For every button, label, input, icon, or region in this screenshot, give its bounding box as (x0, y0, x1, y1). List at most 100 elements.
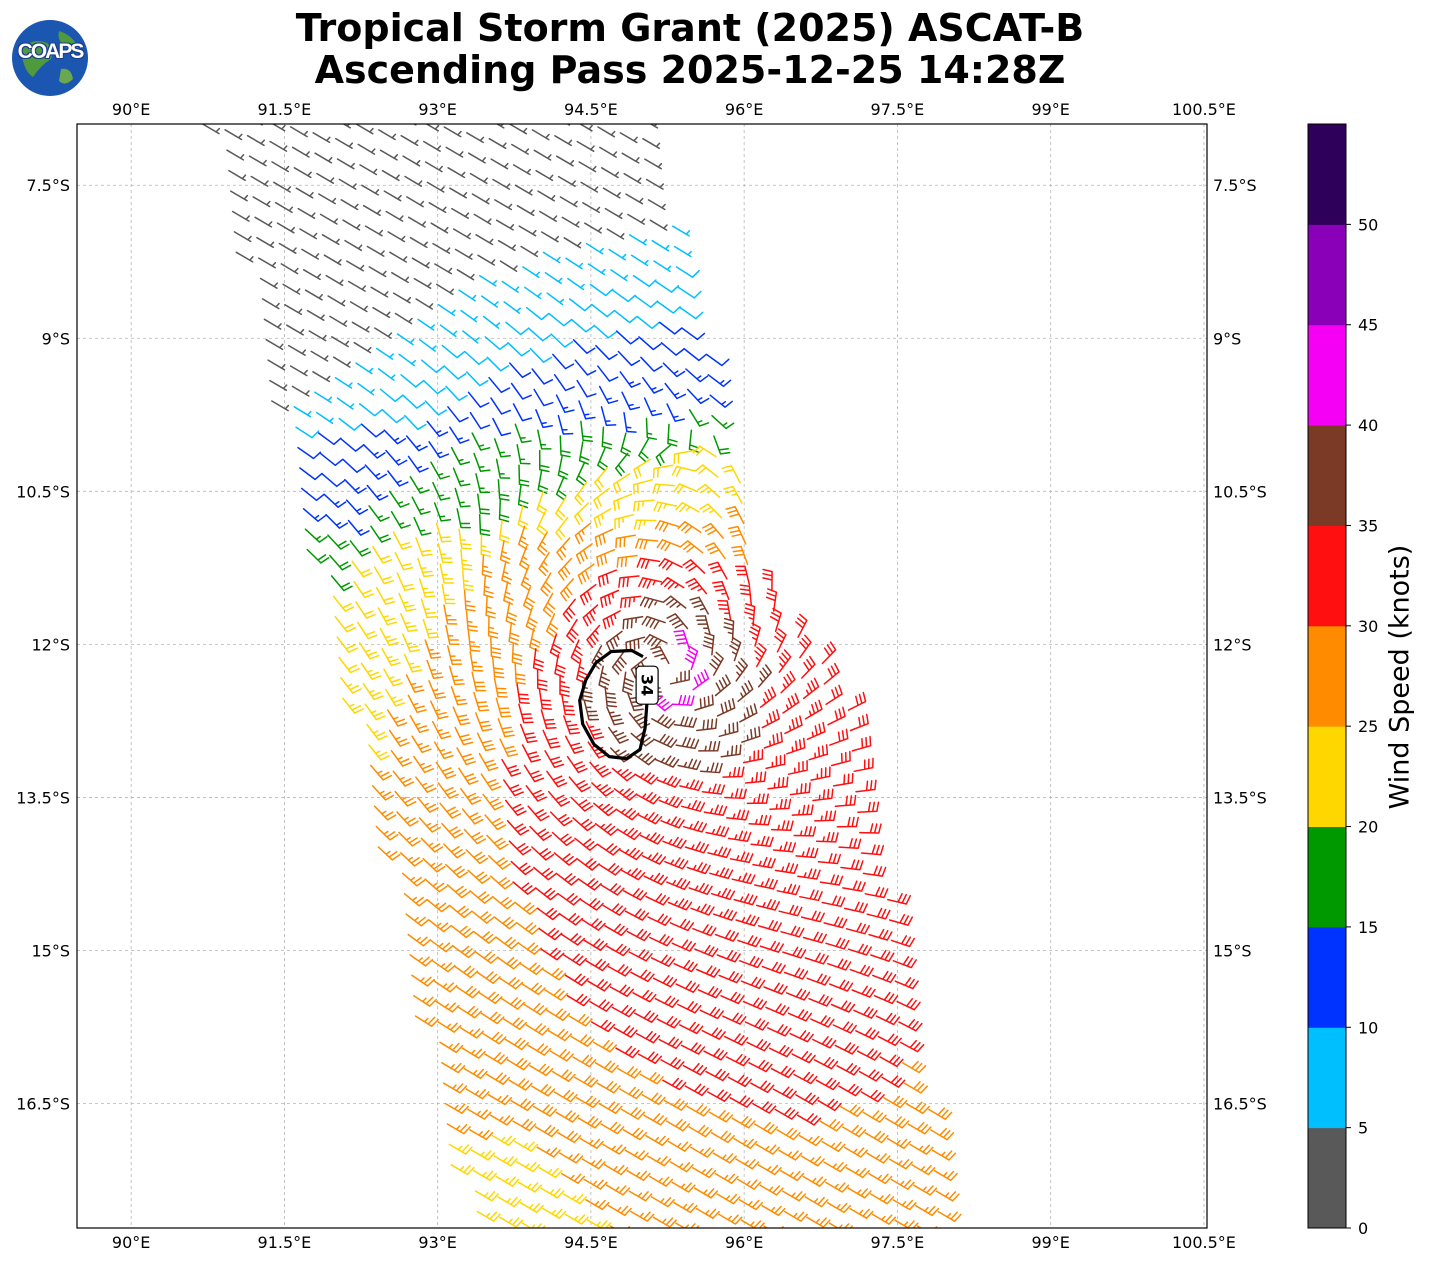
wind-barb (573, 502, 590, 525)
wind-barb (499, 540, 511, 564)
wind-barb (601, 426, 613, 450)
wind-barb (650, 645, 670, 665)
wind-barb (495, 124, 505, 129)
wind-barb (589, 283, 614, 297)
wind-barb (722, 1012, 747, 1025)
wind-barb (271, 124, 286, 132)
wind-barb (316, 172, 335, 184)
wind-barb (256, 236, 275, 249)
colorbar-tick-label: 40 (1358, 416, 1378, 435)
wind-barb (836, 1063, 861, 1076)
wind-barb (430, 461, 450, 480)
wind-barb (385, 688, 406, 707)
wind-barb (823, 916, 848, 929)
wind-barb (622, 1127, 647, 1141)
wind-barb (704, 542, 726, 560)
wind-barb (289, 126, 309, 138)
colorbar-tick-label: 50 (1358, 215, 1378, 234)
wind-barb (593, 324, 617, 339)
coaps-logo-text: COAPS (17, 40, 85, 63)
wind-barb (625, 193, 644, 205)
wind-barb (439, 563, 455, 584)
wind-barb (433, 741, 454, 760)
wind-barb (606, 943, 631, 957)
wind-barb (491, 656, 505, 679)
wind-barb (851, 985, 876, 998)
wind-barb (723, 485, 743, 504)
wind-barb (579, 898, 604, 911)
wind-barb (396, 572, 415, 592)
wind-barb (858, 1069, 884, 1082)
wind-barb (707, 846, 732, 859)
wind-barb (420, 359, 445, 374)
wind-barb (652, 483, 676, 495)
wind-barb (559, 435, 571, 458)
wind-barb (776, 883, 801, 896)
wind-barb (516, 204, 535, 217)
wind-barb (405, 674, 425, 693)
wind-barb (470, 1149, 496, 1161)
wind-barb (502, 1017, 527, 1030)
wind-barb (800, 910, 825, 923)
wind-barb (478, 991, 503, 1005)
wind-barb (565, 257, 584, 270)
wind-barb (327, 534, 350, 550)
wind-barb (372, 545, 393, 564)
gridlines (77, 124, 1207, 1228)
wind-barb (759, 686, 777, 708)
wind-barb (409, 715, 430, 734)
wind-barb (501, 997, 526, 1010)
wind-barb (416, 796, 439, 813)
wind-barb (599, 146, 618, 158)
wind-barb (486, 834, 509, 850)
wind-barb (444, 1102, 469, 1114)
wind-barb (888, 914, 914, 926)
wind-barb (789, 1030, 814, 1043)
wind-barb (536, 907, 561, 921)
wind-barb (394, 312, 413, 325)
wind-barb (632, 752, 657, 766)
wind-barb (381, 169, 400, 182)
wind-barb (580, 420, 594, 443)
wind-barb (478, 752, 499, 772)
wind-barb (301, 248, 320, 260)
wind-barb (634, 1010, 659, 1023)
wind-barb (338, 656, 360, 674)
wind-barb (454, 248, 473, 260)
wind-barb (467, 1108, 492, 1120)
wind-barb (675, 266, 700, 278)
wind-barb (426, 659, 444, 680)
wind-barb (679, 779, 704, 792)
wind-barb (791, 1050, 816, 1064)
wind-barb (507, 341, 531, 357)
wind-barb (683, 347, 707, 362)
wind-barb (422, 379, 446, 395)
wind-barb (843, 1146, 868, 1158)
wind-barb (471, 432, 491, 451)
wind-barb (542, 251, 561, 264)
wind-barb (622, 616, 644, 630)
wind-barb (793, 826, 817, 837)
wind-barb (598, 1101, 623, 1114)
x-tick-label-bottom: 96°E (725, 1233, 763, 1252)
wind-barb (890, 1178, 915, 1190)
wind-barb (879, 1054, 904, 1068)
wind-barb (540, 572, 553, 597)
wind-barb (812, 1036, 837, 1049)
coaps-logo-icon (12, 20, 88, 96)
wind-barb (411, 974, 436, 987)
wind-barb (477, 254, 496, 266)
wind-barb (686, 388, 710, 405)
wind-barb (518, 225, 537, 237)
wind-barb (550, 333, 574, 348)
wind-barb (664, 382, 687, 400)
wind-barb (675, 501, 700, 513)
contour-label-box (635, 665, 659, 705)
wind-barb (525, 306, 550, 321)
wind-barb (353, 580, 375, 599)
wind-barb (840, 1104, 865, 1117)
wind-barb (572, 817, 596, 832)
wind-barb (709, 394, 733, 408)
chart-title-line1: Tropical Storm Grant (2025) ASCAT-B (295, 6, 1085, 50)
wind-barb (478, 513, 491, 537)
